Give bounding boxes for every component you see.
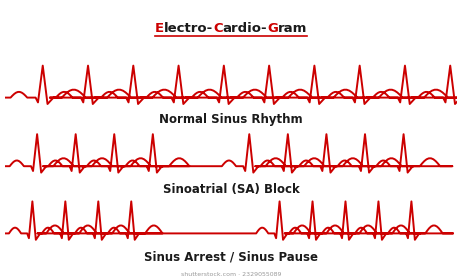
Text: lectro-: lectro- (164, 22, 213, 35)
Text: C: C (213, 22, 223, 35)
Text: Sinus Arrest / Sinus Pause: Sinus Arrest / Sinus Pause (144, 251, 318, 263)
Text: ram: ram (278, 22, 307, 35)
Text: Normal Sinus Rhythm: Normal Sinus Rhythm (159, 113, 303, 126)
Text: ardio-: ardio- (223, 22, 267, 35)
Text: Sinoatrial (SA) Block: Sinoatrial (SA) Block (163, 183, 299, 196)
Text: shutterstock.com · 2329055089: shutterstock.com · 2329055089 (181, 272, 281, 277)
Text: G: G (267, 22, 278, 35)
Text: E: E (155, 22, 164, 35)
